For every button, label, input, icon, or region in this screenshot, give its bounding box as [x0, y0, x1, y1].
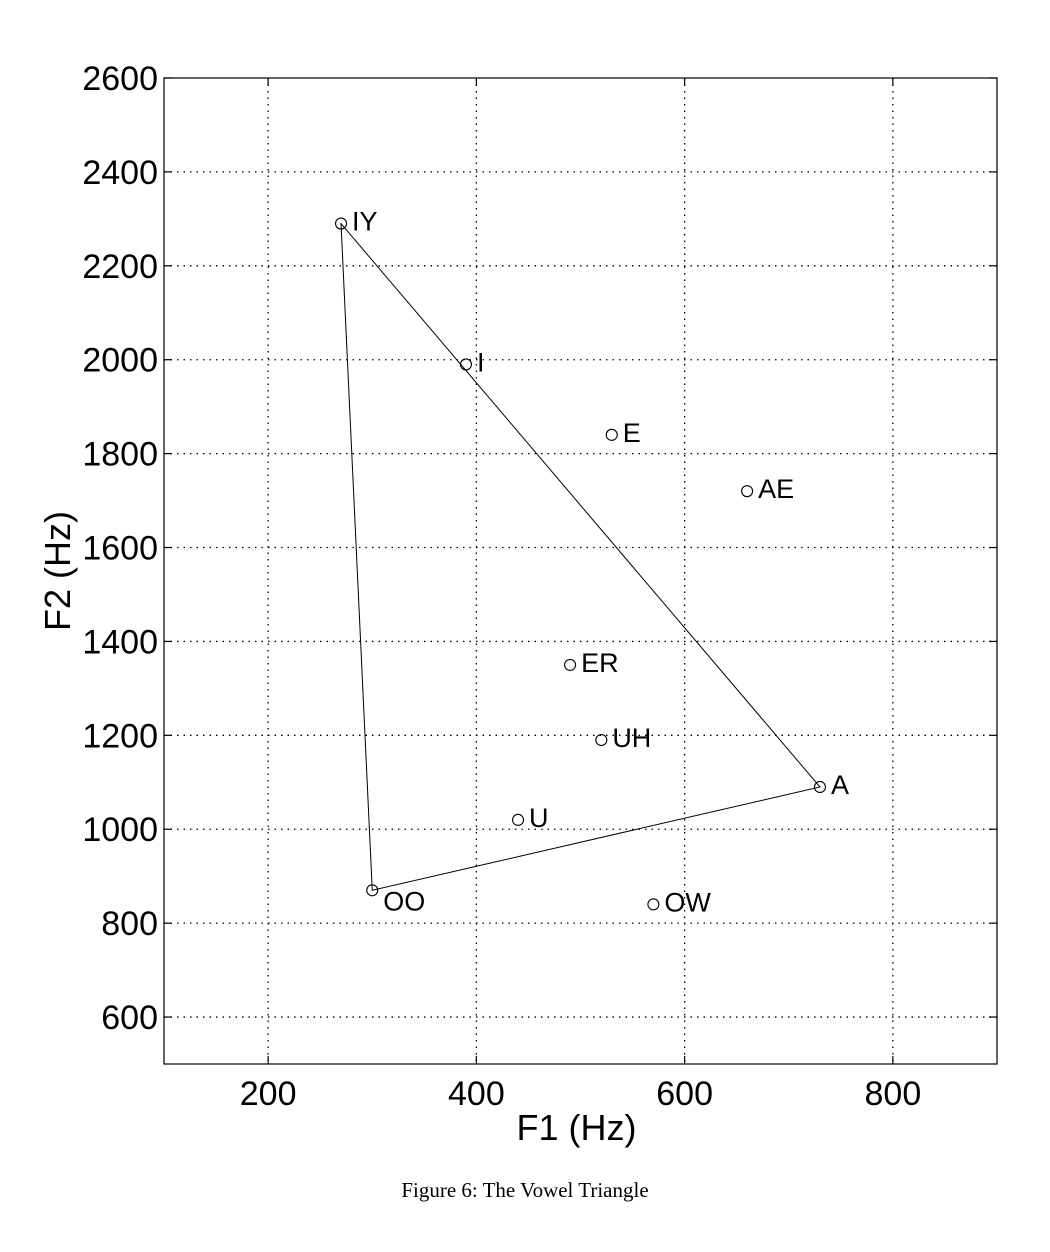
- data-point-marker: [813, 780, 827, 794]
- y-tick-label: 1000: [82, 811, 158, 849]
- plot-frame: [163, 77, 998, 1065]
- data-point-label: I: [477, 347, 485, 377]
- data-point-marker: [511, 813, 525, 826]
- y-tick-label: 2200: [82, 248, 158, 286]
- data-point-label: OW: [664, 887, 711, 917]
- y-tick-label: 2600: [82, 60, 158, 98]
- data-point-marker: [741, 485, 754, 498]
- data-point-label: UH: [612, 723, 651, 753]
- figure-caption: Figure 6: The Vowel Triangle: [401, 1178, 649, 1202]
- data-point-marker: [334, 217, 348, 230]
- data-point-label: ER: [581, 648, 619, 678]
- data-point-label: E: [623, 418, 641, 448]
- x-tick-label: 200: [240, 1075, 297, 1113]
- y-tick-label: 1400: [82, 623, 158, 661]
- y-tick-label: 600: [101, 999, 158, 1037]
- data-point-marker: [647, 898, 660, 911]
- x-axis-label: F1 (Hz): [517, 1107, 637, 1148]
- y-tick-label: 1200: [82, 717, 158, 755]
- y-tick-label: 1800: [82, 436, 158, 474]
- vowel-triangle-outline: [340, 222, 821, 891]
- data-point-label: OO: [383, 886, 425, 916]
- data-point-label: AE: [758, 474, 794, 504]
- data-point-label: A: [831, 770, 849, 800]
- y-axis-label: F2 (Hz): [37, 511, 78, 631]
- y-tick-label: 2400: [82, 154, 158, 192]
- x-tick-label: 400: [448, 1075, 505, 1113]
- data-points: IY I E AE ER UH A U OO OW: [334, 207, 849, 917]
- data-point-marker: [605, 428, 618, 441]
- y-tick-label: 1600: [82, 530, 158, 568]
- x-tick-label: 600: [656, 1075, 713, 1113]
- axis-ticks: [164, 77, 997, 1064]
- y-tick-label: 2000: [82, 342, 158, 380]
- data-point-marker: [459, 358, 473, 371]
- data-point-label: IY: [352, 207, 378, 237]
- data-point-marker: [595, 733, 608, 747]
- data-point-marker: [366, 884, 379, 897]
- grid-lines: [164, 78, 997, 1064]
- y-tick-label: 800: [101, 905, 158, 943]
- data-point-label: U: [529, 803, 549, 833]
- data-point-marker: [564, 658, 577, 671]
- vowel-triangle-chart: IY I E AE ER UH A U OO OW F1 (Hz) F2 (Hz) 200 400 6…: [37, 60, 998, 1148]
- x-tick-label: 800: [865, 1075, 922, 1113]
